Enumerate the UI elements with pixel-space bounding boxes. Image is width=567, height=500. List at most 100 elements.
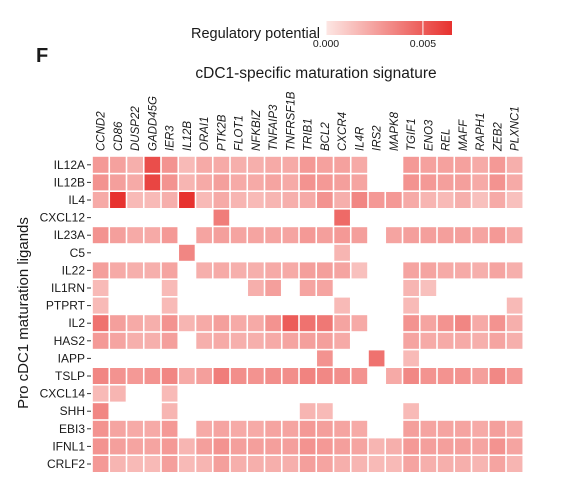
heatmap-cell [127,174,143,191]
heatmap-cell [455,192,471,208]
heatmap-cell [334,209,350,226]
row-label: CXCL12 [40,211,86,225]
column-label: RAPH1 [475,113,487,151]
heatmap-cell [92,156,109,173]
heatmap-cell [179,174,195,191]
heatmap-cell [161,403,178,420]
column-label: MAPK8 [389,111,401,151]
heatmap-cell [110,174,126,191]
column-label: GADD45G [147,96,159,151]
heatmap-cell [403,297,419,314]
heatmap-cell [265,192,281,208]
heatmap-cell [506,315,523,332]
heatmap-cell [110,227,126,244]
heatmap-cell [420,156,437,173]
column-label: MAFF [458,119,470,151]
heatmap-cell [351,368,368,384]
heatmap-cell [351,456,368,472]
heatmap-cell [472,332,488,349]
column-label: NFKBIZ [251,109,263,151]
heatmap-cell [196,174,212,191]
heatmap-cell [248,280,264,296]
heatmap-cell [403,156,419,173]
heatmap-cell [161,332,178,349]
heatmap-cell [506,297,523,314]
heatmap-cell [248,332,264,349]
legend-ticks: 0.000 0.005 [313,21,436,50]
heatmap-cell [127,456,143,472]
heatmap-cell [455,420,471,437]
heatmap-cell [213,420,230,437]
heatmap-cell [437,456,454,472]
heatmap-cell [92,297,109,314]
heatmap-cell [299,192,316,208]
heatmap-cell [489,368,506,384]
chart-title: cDC1-specific maturation signature [195,65,436,82]
heatmap-cell [110,315,126,332]
heatmap-cell [472,156,488,173]
heatmap-cell [386,456,402,472]
heatmap-cell [334,156,350,173]
column-label: CXCR4 [337,112,349,151]
heatmap-cell [403,174,419,191]
heatmap-cell [144,420,161,437]
heatmap-cell [317,438,333,455]
legend-tick-label: 0.000 [313,38,339,50]
heatmap-cell [92,332,109,349]
row-label: C5 [70,246,86,260]
heatmap-cell [161,262,178,279]
heatmap-cell [265,332,281,349]
heatmap-cell [161,315,178,332]
heatmap-cell [437,262,454,279]
heatmap-cell [420,332,437,349]
heatmap-cell [196,315,212,332]
heatmap-cell [351,315,368,332]
heatmap-cell [420,280,437,296]
heatmap-cell [403,420,419,437]
heatmap-cell [92,368,109,384]
row-label: TSLP [55,369,85,383]
column-label: TRIB1 [303,118,315,151]
heatmap-cell [179,438,195,455]
heatmap-cell [334,456,350,472]
heatmap-cell [334,332,350,349]
heatmap-cell [161,297,178,314]
column-label: REL [441,129,453,151]
heatmap-cell [282,262,299,279]
heatmap-cell [403,227,419,244]
heatmap-cell [489,438,506,455]
heatmap-cell [144,438,161,455]
heatmap-cell [230,420,247,437]
heatmap-cell [489,174,506,191]
heatmap-cell [127,262,143,279]
heatmap-cell [368,438,385,455]
legend-color-bar [326,21,452,35]
heatmap-cell [317,280,333,296]
heatmap-cell [455,262,471,279]
heatmap-cell [265,456,281,472]
heatmap-cell [317,156,333,173]
heatmap-cell [230,156,247,173]
heatmap-cell [230,227,247,244]
column-label: TGIF1 [406,118,418,151]
heatmap-cell [299,332,316,349]
heatmap-cell [403,456,419,472]
heatmap-cell [317,332,333,349]
heatmap-cell [144,262,161,279]
heatmap-cell [230,315,247,332]
y-axis-title: Pro cDC1 maturation ligands [15,217,32,409]
heatmap-cell [489,227,506,244]
heatmap-cell [144,368,161,384]
heatmap-cell [351,420,368,437]
heatmap-cell [455,456,471,472]
heatmap-cell [161,385,178,402]
heatmap-cell [110,438,126,455]
heatmap-cell [386,368,402,384]
heatmap-cell [317,420,333,437]
heatmap-cell [248,174,264,191]
heatmap-cell [506,227,523,244]
heatmap-cell [265,262,281,279]
row-label: IL2 [68,316,85,330]
heatmap-cell [127,420,143,437]
heatmap-cell [161,368,178,384]
